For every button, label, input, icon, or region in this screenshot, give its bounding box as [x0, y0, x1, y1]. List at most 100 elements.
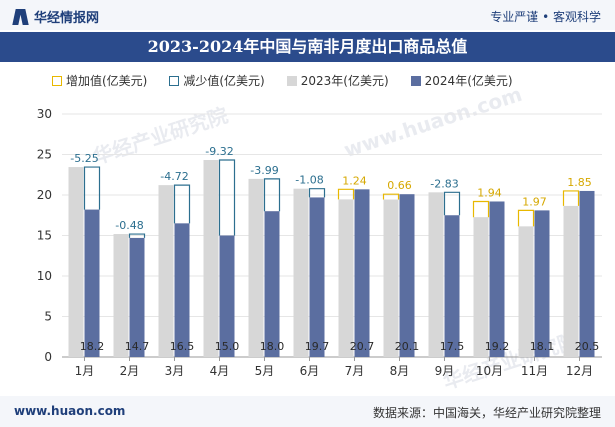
- change-label: -9.32: [205, 145, 233, 158]
- tagline: 专业严谨 • 客观科学: [490, 10, 601, 24]
- change-label: -2.83: [430, 177, 458, 190]
- x-tick-label: 7月: [345, 364, 365, 378]
- x-tick-label: 5月: [255, 364, 275, 378]
- legend-decrease-label: 减少值(亿美元): [183, 74, 265, 88]
- y-tick-label: 20: [37, 188, 52, 202]
- bar-2023: [158, 185, 174, 357]
- bar-2024: [579, 190, 595, 357]
- increase-bracket: [382, 193, 400, 200]
- change-label: 1.85: [567, 176, 592, 189]
- x-tick-label: 6月: [300, 364, 320, 378]
- logo-icon: [14, 9, 28, 25]
- legend-2024: 2024年(亿美元): [410, 72, 513, 89]
- logo[interactable]: 华经情报网: [14, 7, 99, 26]
- bar-2024: [444, 215, 460, 357]
- x-tick-label: 12月: [566, 364, 593, 378]
- increase-swatch-icon: [52, 75, 62, 86]
- value-label-2024: 16.5: [170, 340, 195, 353]
- bar-2023: [563, 205, 579, 357]
- x-tick-label: 1月: [75, 364, 95, 378]
- value-label-2024: 18.2: [80, 340, 105, 353]
- change-label: -5.25: [70, 152, 98, 165]
- value-label-2024: 20.7: [350, 340, 375, 353]
- y-tick-label: 25: [37, 148, 52, 162]
- bar-2024: [174, 223, 190, 357]
- legend-decrease: 减少值(亿美元): [169, 72, 265, 89]
- y-tick-label: 5: [44, 310, 52, 324]
- decrease-bracket: [218, 159, 236, 236]
- bar-2023: [518, 226, 534, 357]
- footer-site-link[interactable]: www.huaon.com: [14, 404, 126, 418]
- bar-2024: [534, 210, 550, 357]
- change-label: 1.24: [342, 174, 367, 187]
- y2024-swatch-icon: [410, 75, 421, 86]
- x-tick-label: 4月: [210, 364, 230, 378]
- change-label: -1.08: [295, 174, 323, 187]
- value-label-2024: 18.1: [530, 340, 555, 353]
- legend-2023: 2023年(亿美元): [286, 72, 389, 89]
- bar-2024: [489, 201, 505, 357]
- bar-2023: [473, 217, 489, 357]
- bar-2023: [338, 199, 354, 357]
- bar-2024: [84, 209, 100, 357]
- bar-2023: [203, 160, 219, 357]
- decrease-swatch-icon: [169, 75, 180, 86]
- legend-2023-label: 2023年(亿美元): [300, 74, 389, 88]
- y-tick-label: 15: [37, 229, 52, 243]
- bar-2023: [68, 167, 84, 357]
- y-tick-label: 30: [37, 107, 52, 121]
- x-tick-label: 8月: [390, 364, 410, 378]
- value-label-2024: 18.0: [260, 340, 285, 353]
- value-label-2024: 17.5: [440, 340, 465, 353]
- decrease-bracket: [173, 184, 191, 224]
- value-label-2024: 15.0: [215, 340, 240, 353]
- value-label-2024: 20.5: [575, 340, 600, 353]
- y2023-swatch-icon: [286, 75, 297, 86]
- decrease-bracket: [263, 178, 281, 212]
- y-tick-label: 10: [37, 269, 52, 283]
- increase-bracket: [517, 209, 535, 227]
- bar-2023: [383, 199, 399, 357]
- increase-bracket: [472, 200, 490, 218]
- x-tick-label: 2月: [120, 364, 140, 378]
- bar-2024: [264, 211, 280, 357]
- x-tick-label: 10月: [476, 364, 503, 378]
- bar-2024: [219, 235, 235, 357]
- bar-2023: [248, 178, 264, 357]
- legend-increase: 增加值(亿美元): [52, 72, 147, 89]
- x-tick-label: 3月: [165, 364, 185, 378]
- change-label: 0.66: [387, 179, 412, 192]
- decrease-bracket: [83, 166, 101, 210]
- bar-2023: [293, 188, 309, 357]
- value-label-2024: 19.2: [485, 340, 510, 353]
- value-label-2024: 14.7: [125, 340, 150, 353]
- bar-2024: [129, 237, 145, 357]
- footer: www.huaon.com 数据来源：中国海关，华经产业研究院整理: [0, 396, 615, 427]
- bar-2023: [113, 234, 129, 357]
- top-bar: 华经情报网 专业严谨 • 客观科学: [0, 0, 615, 30]
- bar-2023: [428, 192, 444, 357]
- change-label: 1.97: [522, 195, 547, 208]
- decrease-bracket: [308, 188, 326, 198]
- legend-2024-label: 2024年(亿美元): [424, 74, 513, 88]
- bar-2024: [354, 189, 370, 357]
- footer-source: 数据来源：中国海关，华经产业研究院整理: [372, 406, 601, 420]
- logo-text: 华经情报网: [34, 11, 100, 26]
- decrease-bracket: [443, 191, 461, 216]
- change-label: -3.99: [250, 164, 278, 177]
- increase-bracket: [337, 188, 355, 200]
- change-label: -0.48: [115, 219, 143, 232]
- value-label-2024: 20.1: [395, 340, 420, 353]
- decrease-bracket: [128, 233, 146, 238]
- bar-2024: [399, 194, 415, 357]
- change-label: -4.72: [160, 170, 188, 183]
- chart: 0 5 10 15 20 25 30 -5.25 18.2 1月 -0.48 14.7 2月 -4.72 1…: [37, 107, 602, 378]
- chart-title: 2023-2024年中国与南非月度出口商品总值: [0, 32, 615, 62]
- x-tick-label: 11月: [521, 364, 548, 378]
- increase-bracket: [562, 190, 580, 206]
- legend-increase-label: 增加值(亿美元): [66, 74, 148, 88]
- y-tick-label: 0: [44, 350, 52, 364]
- bar-2024: [309, 197, 325, 357]
- x-tick-label: 9月: [435, 364, 455, 378]
- legend: 增加值(亿美元) 减少值(亿美元) 2023年(亿美元) 2024年(亿美元): [52, 72, 535, 89]
